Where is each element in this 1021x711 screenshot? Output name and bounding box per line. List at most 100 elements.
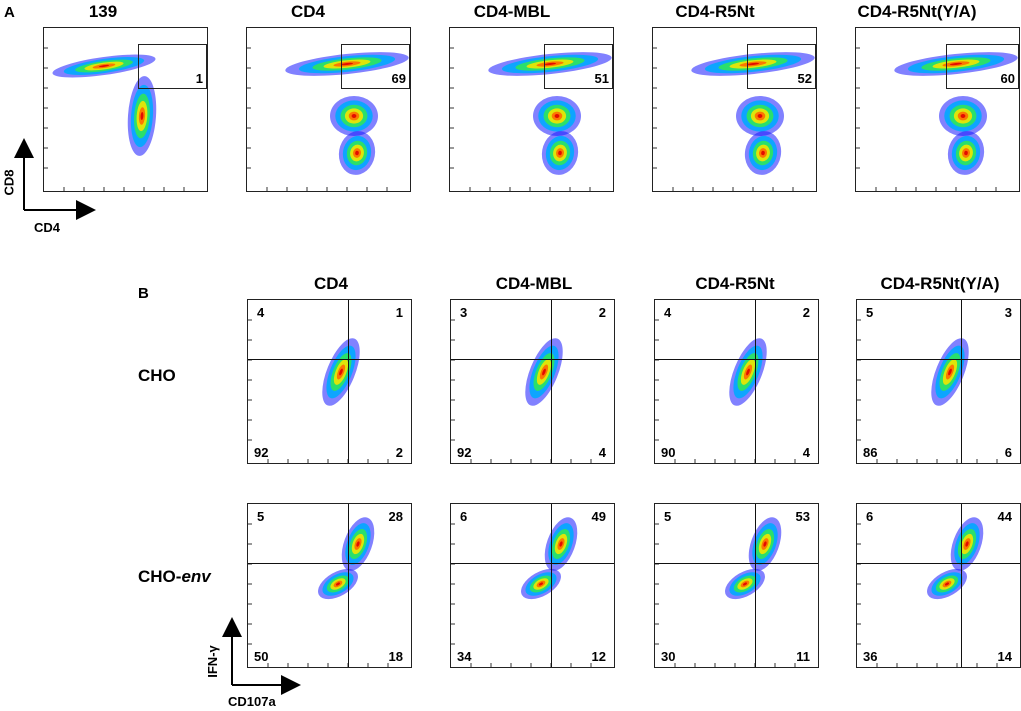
quadrant-vline (551, 504, 552, 667)
quadrant-lower-left: 30 (661, 649, 676, 664)
population-blob (927, 568, 967, 600)
population-blob (931, 338, 969, 406)
panel-a-letter: A (4, 4, 15, 21)
panel-b-plot-cho-4: 5 3 86 6 (856, 299, 1021, 464)
quadrant-upper-left: 6 (460, 509, 468, 524)
panel-a-plot-4: 52 (652, 27, 817, 192)
density-cloud (248, 319, 389, 463)
density-cloud (655, 517, 796, 667)
population-blob (725, 568, 765, 600)
panel-b-col-title-1: CD4 (313, 274, 348, 293)
quadrant-vline (961, 300, 962, 463)
population-blob (330, 96, 378, 136)
quadrant-upper-left: 5 (257, 509, 265, 524)
quadrant-lower-left: 36 (863, 649, 878, 664)
population-blob (318, 568, 358, 600)
density-cloud (44, 47, 185, 191)
panel-a-title-4: CD4-R5Nt (675, 2, 755, 21)
panel-a-title-5: CD4-R5Nt(Y/A) (857, 2, 977, 21)
quadrant-lower-right: 12 (591, 649, 606, 664)
quadrant-hline (655, 359, 818, 360)
population-blob (691, 52, 815, 76)
population-blob (127, 76, 157, 156)
panel-b-col-title-3: CD4-R5Nt (695, 274, 775, 293)
cd4-gate: 1 (138, 44, 207, 89)
panel-a-plot-1: 1 (43, 27, 208, 192)
population-blob (338, 131, 376, 175)
quadrant-lower-left: 92 (457, 445, 472, 460)
quadrant-upper-left: 4 (664, 305, 672, 320)
quadrant-vline (551, 300, 552, 463)
panel-b-axis-arrows (222, 617, 301, 695)
cd4-gate: 69 (341, 44, 410, 89)
quadrant-upper-left: 5 (866, 305, 874, 320)
panel-a-title-2: CD4 (290, 2, 325, 21)
row-label-italic: env (181, 567, 211, 586)
density-cloud (856, 47, 1018, 191)
quadrant-hline (857, 359, 1020, 360)
density-cloud (248, 517, 389, 667)
panel-b-plot-choenv-1: 5 28 50 18 (247, 503, 412, 668)
density-cloud (857, 517, 998, 667)
population-blob (729, 338, 767, 406)
density-cloud (451, 517, 592, 667)
panel-b-col-title-2: CD4-MBL (495, 274, 573, 293)
population-blob (947, 131, 985, 175)
density-cloud (653, 47, 815, 191)
gate-percent: 51 (594, 71, 609, 86)
gate-percent: 1 (195, 71, 203, 86)
quadrant-lower-left: 50 (254, 649, 269, 664)
quadrant-hline (857, 563, 1020, 564)
quadrant-upper-left: 3 (460, 305, 468, 320)
population-blob (322, 338, 360, 406)
panel-b-letter: B (138, 285, 149, 302)
panel-b-col-title-4: CD4-R5Nt(Y/A) (880, 274, 1000, 293)
panel-a-plot-3: 51 (449, 27, 614, 192)
quadrant-lower-left: 90 (661, 445, 676, 460)
population-blob (52, 54, 156, 78)
quadrant-hline (655, 563, 818, 564)
row-label-cho: CHO (138, 366, 176, 385)
cd4-gate: 52 (747, 44, 816, 89)
density-cloud (247, 47, 409, 191)
quadrant-vline (755, 300, 756, 463)
population-blob (744, 131, 782, 175)
panel-b-plot-cho-1: 4 1 92 2 (247, 299, 412, 464)
panel-b-plot-choenv-2: 6 49 34 12 (450, 503, 615, 668)
cd4-gate: 51 (544, 44, 613, 89)
quadrant-upper-right: 3 (1004, 305, 1012, 320)
population-blob (488, 52, 612, 76)
quadrant-vline (755, 504, 756, 667)
population-blob (939, 96, 987, 136)
quadrant-hline (451, 563, 614, 564)
panel-b-plot-cho-3: 4 2 90 4 (654, 299, 819, 464)
population-blob (736, 96, 784, 136)
quadrant-upper-right: 49 (591, 509, 606, 524)
row-label-cho-env: CHO-env (138, 567, 211, 587)
panel-a-plot-5: 60 (855, 27, 1020, 192)
panel-b-y-label: IFN-γ (204, 645, 220, 678)
quadrant-vline (961, 504, 962, 667)
population-blob (894, 52, 1018, 76)
panel-a-y-label: CD8 (1, 169, 17, 196)
quadrant-lower-right: 14 (997, 649, 1012, 664)
population-blob (544, 517, 578, 571)
panel-b-x-label: CD107a (228, 694, 276, 709)
quadrant-upper-right: 44 (997, 509, 1012, 524)
quadrant-upper-right: 2 (598, 305, 606, 320)
panel-b-plot-cho-2: 3 2 92 4 (450, 299, 615, 464)
quadrant-lower-left: 86 (863, 445, 878, 460)
panel-b-plot-choenv-4: 6 44 36 14 (856, 503, 1021, 668)
quadrant-hline (248, 563, 411, 564)
population-blob (950, 517, 984, 571)
gate-percent: 69 (391, 71, 406, 86)
quadrant-lower-left: 34 (457, 649, 472, 664)
quadrant-lower-right: 11 (796, 649, 810, 664)
quadrant-vline (348, 300, 349, 463)
quadrant-upper-right: 2 (802, 305, 810, 320)
quadrant-lower-right: 18 (388, 649, 403, 664)
quadrant-lower-right: 6 (1004, 445, 1012, 460)
density-cloud (450, 47, 612, 191)
quadrant-lower-right: 2 (395, 445, 403, 460)
